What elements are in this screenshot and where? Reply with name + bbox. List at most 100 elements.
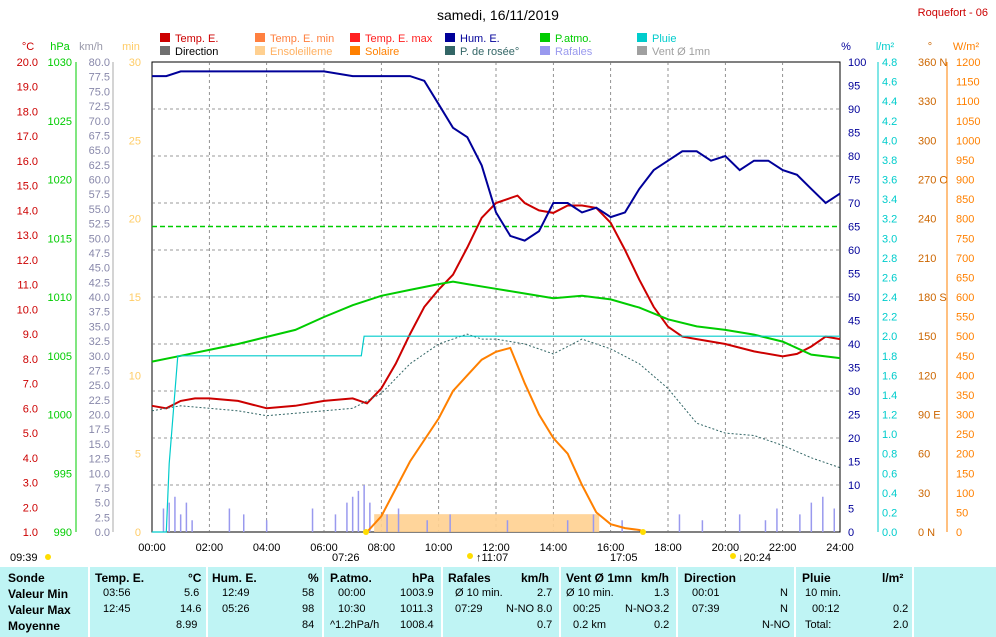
- temp-tick: 6.0: [23, 403, 38, 415]
- hum-max-time: 05:26: [222, 603, 250, 615]
- temp-tick: 11.0: [17, 280, 38, 292]
- rafales-max: 8.0: [537, 603, 553, 615]
- temp-tick: 9.0: [23, 329, 38, 341]
- wm2-tick: 200: [956, 449, 974, 461]
- legend-swatch: [350, 46, 360, 55]
- temp-tick: 3.0: [23, 478, 38, 490]
- kmh-tick: 47.5: [89, 248, 110, 260]
- legend-label: P.atmo.: [555, 33, 592, 45]
- temp-tick: 1.0: [23, 527, 38, 539]
- wm2-tick: 300: [956, 410, 974, 422]
- legend-label: Solaire: [365, 46, 399, 58]
- wm2-tick: 1150: [956, 77, 980, 89]
- x-tick: 22:00: [769, 542, 797, 554]
- kmh-tick: 40.0: [89, 292, 110, 304]
- legend-label: Hum. E.: [460, 33, 500, 45]
- kmh-tick: 50.0: [89, 233, 110, 245]
- pct-tick: 25: [848, 410, 860, 422]
- sun-icon: [467, 553, 473, 559]
- kmh-tick: 80.0: [89, 57, 110, 69]
- pluie-unit: l/m²: [882, 571, 904, 585]
- rain-tick: 1.6: [882, 370, 897, 382]
- kmh-tick: 2.5: [95, 512, 110, 524]
- unit-deg: °: [928, 41, 932, 53]
- rain-tick: 3.2: [882, 214, 897, 226]
- x-tick: 00:00: [138, 542, 166, 554]
- x-tick: 06:00: [310, 542, 338, 554]
- kmh-tick: 30.0: [89, 351, 110, 363]
- kmh-tick: 52.5: [89, 219, 110, 231]
- hum-max: 98: [302, 603, 315, 615]
- pct-tick: 20: [848, 433, 860, 445]
- rain-tick: 2.8: [882, 253, 897, 265]
- sun-icon: [730, 553, 736, 559]
- hum-unit: %: [308, 571, 319, 585]
- kmh-tick: 72.5: [89, 101, 110, 113]
- pct-tick: 35: [848, 363, 860, 375]
- kmh-tick: 17.5: [89, 424, 110, 436]
- wm2-tick: 250: [956, 429, 974, 441]
- pct-tick: 0: [848, 527, 854, 539]
- wm2-tick: 800: [956, 214, 974, 226]
- legend-label: P. de rosée°: [460, 46, 519, 58]
- series-p-atmo: [151, 280, 841, 363]
- deg-tick: 210: [918, 253, 936, 265]
- hum-min-time: 12:49: [222, 587, 250, 599]
- pct-tick: 5: [848, 504, 854, 516]
- sunshine-area: [374, 514, 600, 532]
- deg-tick: 120: [918, 370, 936, 382]
- kmh-tick: 77.5: [89, 72, 110, 84]
- temp-tick: 17.0: [17, 131, 38, 143]
- legend-label: Rafales: [555, 46, 593, 58]
- direction-min-time: 00:01: [692, 587, 720, 599]
- temp-min: 5.6: [184, 587, 200, 599]
- kmh-tick: 5.0: [95, 498, 110, 510]
- hpa-tick: 1030: [48, 57, 72, 69]
- sun-markers: 09:39 07:26 ↑11:07 17:05 ↓20:24: [10, 529, 771, 564]
- legend-swatch: [637, 46, 647, 55]
- rain-tick: 0.6: [882, 468, 897, 480]
- rain-tick: 4.8: [882, 57, 897, 69]
- patmo-max: 1011.3: [400, 603, 433, 615]
- wm2-tick: 100: [956, 488, 974, 500]
- deg-tick: 330: [918, 96, 936, 108]
- legend: Temp. E.Direction Temp. E. minEnsoleillem…: [160, 33, 710, 58]
- unit-pct: %: [841, 41, 851, 53]
- deg-tick: 90 E: [918, 410, 941, 422]
- rafales-avg: 0.7: [537, 619, 553, 631]
- wm2-tick: 0: [956, 527, 962, 539]
- row-label-avg: Moyenne: [8, 619, 61, 633]
- pct-tick: 15: [848, 457, 860, 469]
- vent-header: Vent Ø 1mn: [566, 571, 633, 585]
- temp-max: 14.6: [180, 603, 202, 615]
- wm2-tick: 650: [956, 272, 974, 284]
- vent-min: 1.3: [654, 587, 670, 599]
- kmh-tick: 27.5: [89, 365, 110, 377]
- temp-tick: 20.0: [17, 57, 38, 69]
- rain-tick: 1.4: [882, 390, 897, 402]
- legend-label: Temp. E. min: [270, 33, 334, 45]
- wm2-tick: 950: [956, 155, 974, 167]
- legend-label: Vent Ø 1mn: [652, 46, 710, 58]
- row-label-min: Valeur Min: [8, 587, 69, 601]
- temp-tick: 15.0: [17, 181, 38, 193]
- kmh-tick: 15.0: [89, 439, 110, 451]
- vent-max-dir: N-NO: [625, 603, 654, 615]
- rain-tick: 0.0: [882, 527, 897, 539]
- wm2-tick: 500: [956, 331, 974, 343]
- min-tick: 0: [135, 527, 141, 539]
- series-solaire: [366, 346, 646, 533]
- pct-tick: 45: [848, 316, 860, 328]
- patmo-header: P.atmo.: [330, 571, 372, 585]
- rafales-unit: km/h: [521, 571, 550, 585]
- unit-rain: l/m²: [876, 41, 895, 53]
- wm2-tick: 550: [956, 312, 974, 324]
- temp-max-time: 12:45: [103, 603, 131, 615]
- rain-tick: 3.4: [882, 194, 897, 206]
- deg-tick: 30: [918, 488, 930, 500]
- kmh-tick: 0.0: [95, 527, 110, 539]
- hpa-tick: 990: [54, 527, 72, 539]
- hpa-tick: 1000: [48, 410, 72, 422]
- wm2-tick: 850: [956, 194, 974, 206]
- rain-tick: 4.4: [882, 96, 897, 108]
